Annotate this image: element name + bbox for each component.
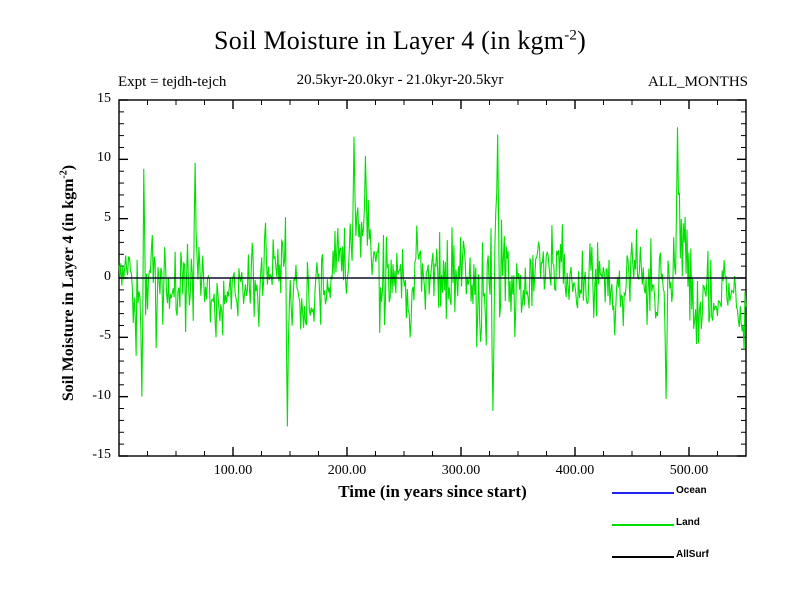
legend-swatch-land (612, 524, 674, 526)
legend-label-land: Land (676, 517, 700, 528)
y-tick-label: 15 (97, 91, 111, 106)
y-tick-label: -5 (99, 328, 111, 344)
chart-title-superscript: -2 (564, 27, 578, 44)
legend-swatch-allsurf (612, 556, 674, 558)
x-tick-label: 300.00 (441, 463, 481, 478)
legend-label-ocean: Ocean (676, 485, 707, 496)
legend-item-ocean: Ocean (612, 484, 792, 516)
chart-title-tail: ) (577, 26, 586, 55)
y-tick-label: 10 (97, 150, 111, 166)
y-tick-label: 5 (104, 209, 111, 225)
chart-title-main: Soil Moisture in Layer 4 (in kgm (214, 26, 565, 55)
chart-title: Soil Moisture in Layer 4 (in kgm-2) (0, 26, 800, 56)
y-tick-label: -10 (92, 387, 111, 403)
legend-item-allsurf: AllSurf (612, 548, 792, 580)
legend-label-allsurf: AllSurf (676, 549, 709, 560)
y-tick-label: 0 (104, 269, 111, 284)
x-tick-label: 500.00 (669, 463, 709, 478)
period-label: 20.5kyr-20.0kyr - 21.0kyr-20.5kyr (296, 72, 504, 88)
y-tick-label: -15 (92, 447, 111, 462)
x-tick-label: 200.00 (327, 463, 367, 478)
legend-item-land: Land (612, 516, 792, 548)
x-tick-label: 100.00 (213, 463, 253, 478)
series-line-land (118, 127, 747, 427)
legend: Ocean Land AllSurf (612, 484, 792, 580)
experiment-label: Expt = tejdh-tejch (118, 74, 227, 90)
x-tick-label: 400.00 (555, 463, 595, 478)
legend-swatch-ocean (612, 492, 674, 494)
x-axis-title: Time (in years since start) (338, 482, 527, 501)
subtitle-row: Expt = tejdh-tejch 20.5kyr-20.0kyr - 21.… (0, 72, 800, 96)
months-label: ALL_MONTHS (648, 74, 748, 90)
